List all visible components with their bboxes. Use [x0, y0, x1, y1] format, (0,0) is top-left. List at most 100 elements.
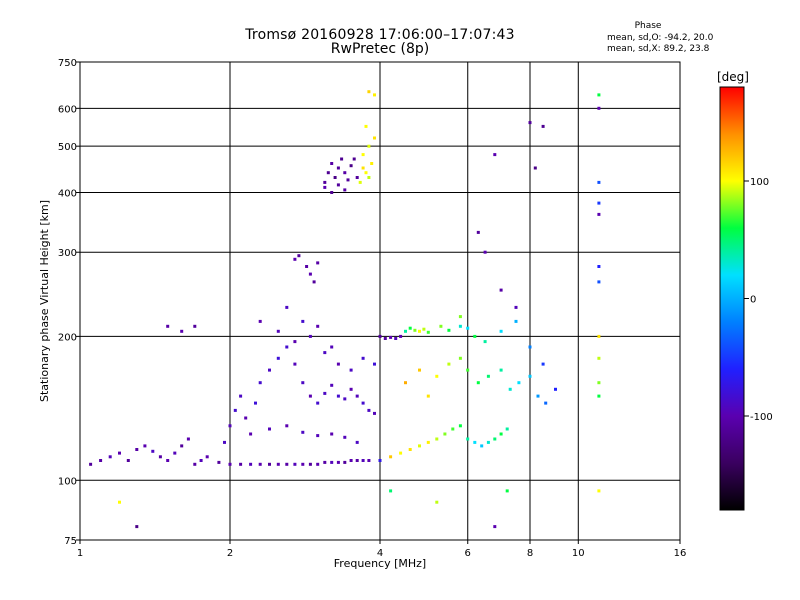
colorbar-title: [deg]	[717, 70, 749, 84]
x-tick-label: 10	[572, 548, 585, 559]
data-point	[394, 337, 398, 340]
data-point	[308, 334, 312, 338]
grid-lines	[80, 62, 680, 540]
data-point	[118, 500, 121, 504]
x-tick-label: 2	[227, 548, 233, 559]
data-point	[336, 183, 340, 187]
data-point	[343, 460, 347, 464]
data-point	[505, 489, 509, 493]
data-point	[330, 383, 334, 387]
data-point	[508, 387, 512, 391]
data-point	[151, 449, 155, 453]
data-point	[326, 171, 330, 175]
data-point	[355, 440, 359, 444]
data-point	[528, 374, 532, 378]
data-point	[355, 394, 359, 398]
data-point	[367, 459, 371, 462]
x-tick-label: 6	[465, 548, 471, 559]
data-point	[99, 459, 103, 462]
data-point	[276, 462, 280, 466]
phase-stats-x: mean, sd,X: 89.2, 23.8	[607, 44, 710, 54]
data-point	[308, 272, 312, 276]
data-point	[258, 319, 262, 323]
data-point	[361, 356, 365, 360]
data-point	[458, 424, 462, 428]
data-point	[343, 171, 347, 175]
data-point	[316, 434, 320, 438]
data-point	[597, 265, 601, 268]
data-point	[343, 397, 347, 401]
data-point	[435, 437, 439, 441]
data-point	[336, 394, 340, 398]
data-point	[166, 459, 170, 462]
colorbar-tick-label: 0	[750, 295, 756, 306]
y-axis-label: Stationary phase Virtual Height [km]	[38, 200, 51, 402]
data-point	[597, 106, 601, 110]
data-point	[333, 176, 337, 179]
colorbar-tick-label: 100	[750, 177, 769, 188]
data-point	[301, 381, 305, 385]
data-point	[285, 462, 289, 466]
data-point	[597, 201, 601, 205]
data-point	[355, 176, 359, 179]
data-point	[285, 424, 289, 428]
data-point	[316, 462, 320, 466]
data-point	[135, 448, 139, 451]
data-point	[367, 176, 371, 179]
y-tick-label: 500	[58, 142, 77, 153]
data-point	[312, 280, 316, 284]
data-point	[435, 500, 439, 504]
data-point	[228, 462, 232, 466]
data-point	[597, 394, 601, 398]
data-point	[285, 305, 289, 309]
data-point	[343, 435, 347, 439]
data-point	[336, 460, 340, 464]
data-point	[323, 185, 327, 189]
data-point	[418, 444, 421, 448]
data-point	[373, 411, 376, 415]
data-point	[361, 166, 365, 170]
phase-stats-o: mean, sd,O: -94.2, 20.0	[607, 33, 714, 43]
x-tick-label: 1	[77, 548, 83, 559]
data-point	[399, 451, 403, 455]
data-point	[597, 212, 601, 216]
data-point	[426, 330, 430, 334]
data-point	[135, 525, 139, 529]
data-point	[439, 324, 443, 328]
y-tick-label: 100	[58, 476, 77, 487]
data-point	[352, 157, 356, 161]
data-point	[180, 329, 184, 333]
data-point	[293, 257, 297, 261]
data-point	[249, 462, 253, 466]
data-point	[355, 459, 359, 462]
x-axis-label: Frequency [MHz]	[334, 557, 426, 570]
data-point	[514, 305, 518, 309]
data-point	[476, 230, 480, 234]
chart-subtitle: RwPretec (8p)	[330, 41, 430, 57]
y-tick-label: 400	[58, 188, 77, 199]
data-point	[340, 157, 344, 161]
data-point	[364, 124, 368, 128]
data-point	[493, 525, 497, 529]
data-point	[323, 180, 327, 184]
data-point	[361, 153, 365, 157]
data-point	[323, 351, 327, 355]
y-tick-label: 300	[58, 248, 77, 259]
data-point	[473, 440, 477, 444]
axis-ticks: 1 2 4 6 8 10 16 75 100 200 300 400 500 600 750	[58, 58, 686, 559]
data-point	[367, 408, 371, 412]
data-point	[408, 448, 412, 451]
data-point	[330, 432, 334, 436]
colorbar-tick-label: -100	[750, 412, 773, 423]
data-point	[597, 381, 601, 385]
data-point	[193, 462, 197, 466]
data-point	[544, 401, 548, 405]
data-point	[308, 462, 312, 466]
data-point	[447, 362, 451, 366]
data-point	[493, 437, 497, 441]
data-point	[458, 356, 462, 360]
x-tick-label: 8	[527, 548, 533, 559]
data-point	[244, 416, 248, 420]
data-point	[517, 381, 521, 385]
